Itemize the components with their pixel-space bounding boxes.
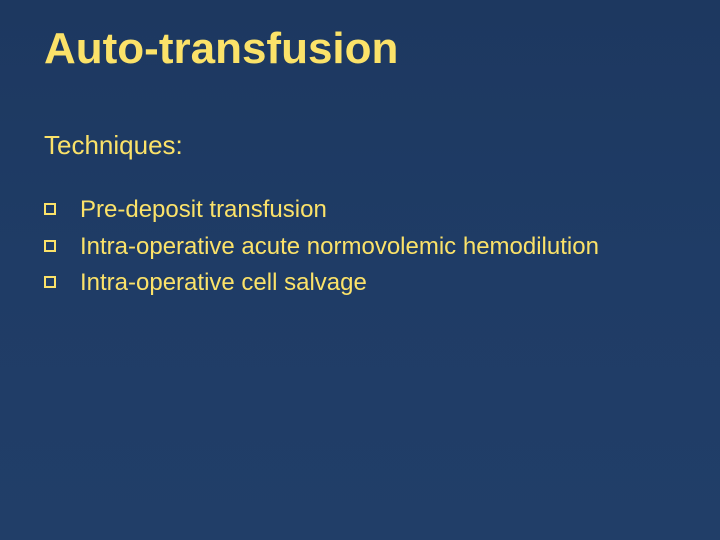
bullet-text: Pre-deposit transfusion <box>80 195 676 226</box>
square-bullet-icon <box>44 203 56 215</box>
list-item: Pre-deposit transfusion <box>44 195 676 226</box>
bullet-text: Intra-operative acute normovolemic hemod… <box>80 232 676 263</box>
list-item: Intra-operative acute normovolemic hemod… <box>44 232 676 263</box>
square-bullet-icon <box>44 240 56 252</box>
slide-subtitle: Techniques: <box>44 130 676 161</box>
bullet-list: Pre-deposit transfusion Intra-operative … <box>44 195 676 299</box>
bullet-text: Intra-operative cell salvage <box>80 268 676 299</box>
slide-title: Auto-transfusion <box>44 24 676 74</box>
list-item: Intra-operative cell salvage <box>44 268 676 299</box>
slide: Auto-transfusion Techniques: Pre-deposit… <box>0 0 720 540</box>
square-bullet-icon <box>44 276 56 288</box>
